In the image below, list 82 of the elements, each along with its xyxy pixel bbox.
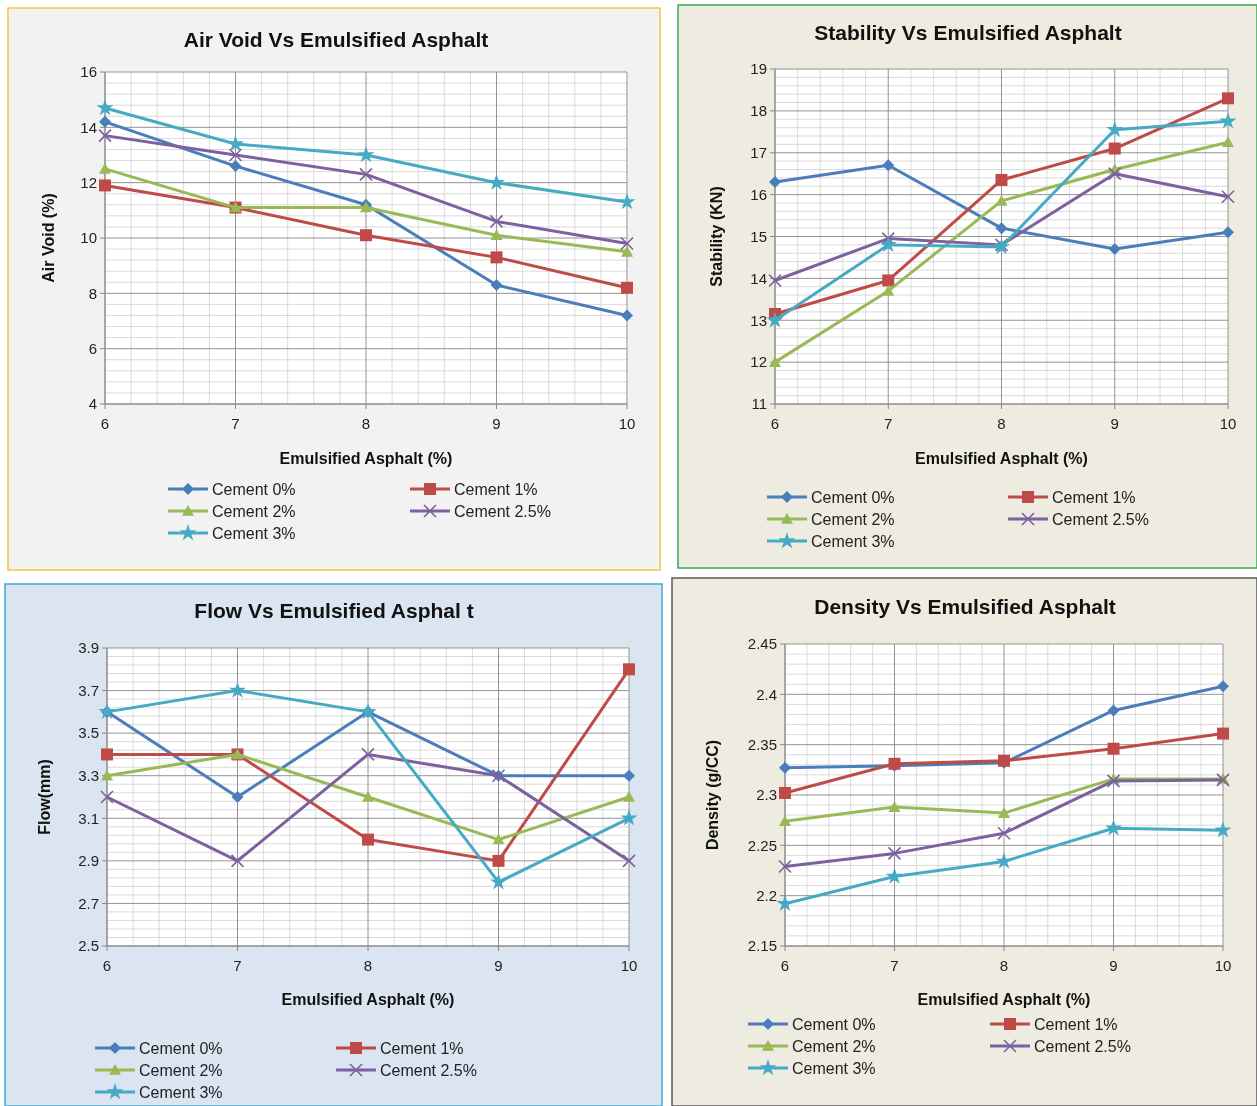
- x-tick-label: 6: [100, 415, 110, 432]
- x-tick-label: 9: [1109, 957, 1118, 974]
- y-tick-label: 3.3: [78, 766, 99, 784]
- legend-label: Cement 1%: [1034, 1015, 1118, 1033]
- chart-title: Density Vs Emulsified Asphalt: [814, 595, 1116, 619]
- chart-title: Air Void Vs Emulsified Asphalt: [183, 28, 489, 52]
- y-tick-label: 2.35: [747, 735, 777, 753]
- y-axis-title: Air Void (%): [39, 193, 57, 283]
- legend-label: Cement 2.5%: [1034, 1037, 1131, 1055]
- y-tick-label: 3.5: [78, 724, 99, 742]
- x-axis-title: Emulsified Asphalt (%): [915, 449, 1088, 467]
- legend-label: Cement 0%: [212, 480, 296, 498]
- y-tick-label: 3.7: [78, 681, 99, 699]
- x-tick-label: 10: [1219, 415, 1237, 432]
- y-tick-label: 2.25: [747, 836, 777, 854]
- legend-label: Cement 2.5%: [380, 1061, 477, 1079]
- legend-label: Cement 2.5%: [454, 502, 551, 520]
- legend-label: Cement 2%: [139, 1061, 223, 1079]
- y-tick-label: 16: [80, 63, 97, 81]
- legend-label: Cement 2.5%: [1052, 510, 1149, 528]
- legend-label: Cement 1%: [1052, 488, 1136, 506]
- y-tick-label: 2.3: [756, 786, 777, 804]
- x-axis-title: Emulsified Asphalt (%): [281, 990, 455, 1008]
- x-tick-label: 8: [361, 415, 371, 432]
- legend-label: Cement 3%: [792, 1059, 876, 1077]
- x-tick-label: 7: [231, 415, 240, 432]
- x-tick-label: 9: [1110, 415, 1119, 432]
- y-tick-label: 19: [750, 60, 767, 78]
- x-tick-label: 9: [494, 957, 503, 974]
- y-tick-label: 10: [80, 229, 97, 247]
- y-tick-label: 4: [88, 395, 97, 413]
- legend-label: Cement 2%: [212, 502, 296, 520]
- y-tick-label: 8: [88, 284, 97, 302]
- legend-label: Cement 2%: [792, 1037, 876, 1055]
- y-tick-label: 2.4: [756, 685, 777, 703]
- x-tick-label: 8: [997, 415, 1006, 432]
- legend-label: Cement 1%: [380, 1039, 464, 1057]
- x-axis-title: Emulsified Asphalt (%): [279, 449, 453, 467]
- y-tick-label: 2.9: [78, 852, 99, 870]
- legend-label: Cement 0%: [811, 488, 895, 506]
- legend-label: Cement 2%: [811, 510, 895, 528]
- legend-label: Cement 0%: [139, 1039, 223, 1057]
- x-tick-label: 10: [1214, 957, 1232, 974]
- y-tick-label: 3.9: [78, 639, 99, 657]
- x-tick-label: 7: [233, 957, 242, 974]
- y-axis-title: Flow(mm): [35, 759, 53, 835]
- legend-label: Cement 0%: [792, 1015, 876, 1033]
- y-tick-label: 2.15: [747, 937, 777, 955]
- y-tick-label: 2.5: [78, 937, 99, 955]
- x-tick-label: 10: [618, 415, 636, 432]
- y-tick-label: 14: [80, 118, 97, 136]
- legend-label: Cement 3%: [811, 532, 895, 550]
- x-tick-label: 10: [620, 957, 638, 974]
- chart-title: Stability Vs Emulsified Asphalt: [814, 21, 1122, 45]
- x-tick-label: 6: [102, 957, 112, 974]
- y-tick-label: 18: [750, 102, 767, 120]
- y-axis-title: Density (g/CC): [703, 739, 721, 851]
- legend-label: Cement 1%: [454, 480, 538, 498]
- y-tick-label: 11: [751, 395, 767, 413]
- x-tick-label: 9: [492, 415, 501, 432]
- chart-title: Flow Vs Emulsified Asphal t: [194, 599, 474, 623]
- y-tick-label: 2.7: [78, 894, 99, 912]
- y-tick-label: 13: [750, 311, 767, 329]
- legend-label: Cement 3%: [212, 524, 296, 542]
- y-tick-label: 15: [750, 227, 767, 245]
- x-tick-label: 6: [780, 957, 790, 974]
- y-tick-label: 2.2: [756, 886, 777, 904]
- y-tick-label: 14: [750, 269, 767, 287]
- y-tick-label: 12: [750, 353, 767, 371]
- x-tick-label: 7: [884, 415, 893, 432]
- x-tick-label: 7: [890, 957, 899, 974]
- y-tick-label: 17: [750, 144, 767, 161]
- y-tick-label: 3.1: [78, 809, 99, 827]
- y-tick-label: 2.45: [747, 635, 777, 653]
- y-tick-label: 16: [750, 185, 767, 203]
- x-axis-title: Emulsified Asphalt (%): [917, 990, 1091, 1008]
- y-tick-label: 12: [80, 173, 97, 191]
- x-tick-label: 8: [999, 957, 1009, 974]
- x-tick-label: 8: [363, 957, 373, 974]
- y-axis-title: Stability (KN): [707, 186, 725, 287]
- y-tick-label: 6: [88, 339, 97, 357]
- legend-label: Cement 3%: [139, 1083, 223, 1101]
